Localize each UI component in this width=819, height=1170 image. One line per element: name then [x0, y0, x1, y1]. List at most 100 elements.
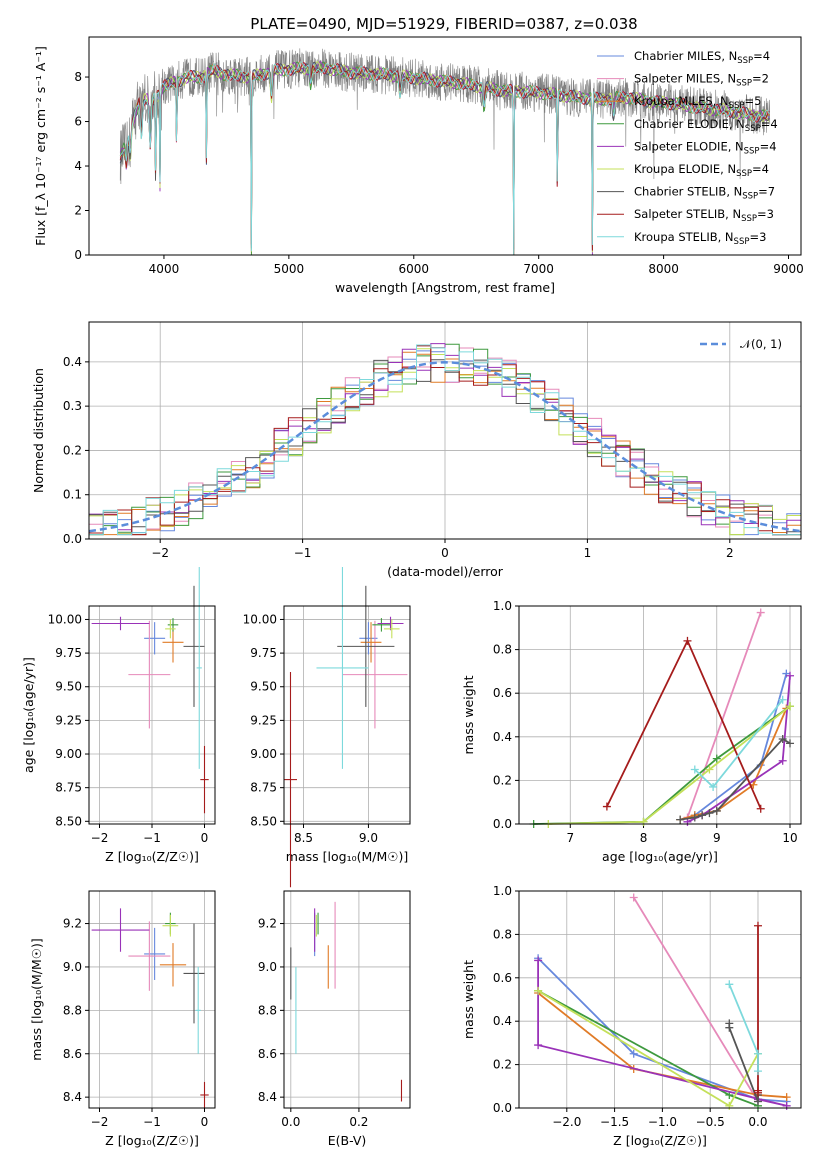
legend-label: Salpeter ELODIE, N: [634, 139, 744, 153]
model-spectrum-5: [119, 61, 770, 255]
legend-entry: Salpeter STELIB, NSSP=3: [634, 207, 774, 224]
legend-label: Kroupa STELIB, N: [634, 230, 734, 244]
y-tick-label: 1.0: [493, 884, 512, 898]
spectrum-title: PLATE=0490, MJD=51929, FIBERID=0387, z=0…: [250, 15, 637, 33]
weight-marker-5: [786, 702, 795, 711]
x-tick-label: −1: [143, 1115, 161, 1129]
legend-nssp: =4: [752, 162, 769, 176]
weight-line-5: [548, 705, 791, 825]
z-vs-age-panel: −2 −1 0 8.50 8.75 9.00 9.25 9.50 9.75 10.00 Z [log…: [21, 566, 216, 864]
z-vs-mass-panel: −2 −1 0 8.4 8.6 8.8 9.0 9.2 Z [log₁₀(Z/Z☉)] mass …: [29, 890, 216, 1148]
x-tick-label: 9000: [773, 262, 804, 276]
x-tick-label: 6000: [398, 262, 429, 276]
legend-label: Kroupa ELODIE, N: [634, 162, 736, 176]
y-tick-label: 0.4: [493, 1014, 512, 1028]
x-axis-label: mass [log₁₀(M/M☉)]: [286, 849, 408, 864]
legend-nssp: =5: [744, 94, 761, 108]
legend-nssp: =2: [752, 72, 769, 86]
y-tick-label: 0.2: [493, 1058, 512, 1072]
plot-frame: [88, 36, 802, 256]
weight-marker-7: [683, 636, 692, 645]
weight-marker-4: [778, 756, 787, 765]
legend-subscript: SSP: [745, 124, 761, 134]
x-tick-label: 8: [640, 831, 648, 845]
legend-entry: Chabrier ELODIE, NSSP=4: [634, 117, 778, 134]
observed-spectrum: [119, 48, 771, 189]
legend-label: Kroupa MILES, N: [634, 94, 729, 108]
legend-entry: Kroupa MILES, NSSP=5: [634, 94, 761, 111]
weight-marker-8: [690, 765, 699, 774]
x-tick-label: −1: [294, 546, 312, 560]
y-tick-label: 8.50: [55, 814, 82, 828]
x-axis-label: (data-model)/error: [387, 564, 504, 579]
legend-nssp: =3: [749, 230, 766, 244]
y-tick-label: 9.0: [63, 960, 82, 974]
weight-marker-4: [534, 956, 543, 965]
legend-label: Chabrier STELIB, N: [634, 185, 742, 199]
mass-weight-vs-z-panel: −2.0 −1.5 −1.0 −0.5 0.0 0.0 0.2 0.4 0.6 0.8 1.0 Z […: [461, 884, 802, 1148]
weight-marker-6: [705, 809, 714, 818]
y-axis-label: age [log₁₀(age/yr)]: [21, 657, 36, 773]
y-tick-label: 8.8: [258, 1003, 277, 1017]
legend-entry: 𝒩(0, 1): [740, 337, 782, 351]
y-tick-label: 0.1: [63, 488, 82, 502]
x-axis-label: E(B-V): [328, 1133, 367, 1148]
weight-marker-4: [786, 671, 795, 680]
plot-frame: [88, 605, 216, 825]
legend-entry: Salpeter ELODIE, NSSP=4: [634, 139, 777, 156]
weight-marker-8: [753, 1049, 762, 1058]
x-tick-label: 8000: [648, 262, 679, 276]
y-tick-label: 4: [74, 159, 82, 173]
x-tick-label: −2: [91, 1115, 109, 1129]
x-tick-label: −1.0: [648, 1115, 677, 1129]
x-tick-label: −2.0: [552, 1115, 581, 1129]
legend-subscript: SSP: [736, 79, 752, 89]
model-spectrum-6: [119, 61, 770, 251]
y-axis-label: Flux [f_λ 10⁻¹⁷ erg cm⁻² s⁻¹ A⁻¹]: [33, 46, 48, 246]
weight-marker-5: [705, 765, 714, 774]
y-tick-label: 0.2: [63, 443, 82, 457]
spectrum-panel: 4000 5000 6000 7000 8000 9000 0 2 4 6 8 wavelength …: [33, 36, 804, 295]
weight-marker-6: [712, 806, 721, 815]
weight-marker-6: [778, 734, 787, 743]
plot-frame: [283, 890, 411, 1109]
model-spectrum-7: [119, 62, 770, 255]
weight-marker-5: [725, 1101, 734, 1110]
y-tick-label: 8.8: [63, 1003, 82, 1017]
mass-weight-vs-age-panel: 7 8 9 10 0.0 0.2 0.4 0.6 0.8 1.0 age [log₁₀(age/yr…: [461, 599, 802, 864]
weight-marker-6: [725, 1023, 734, 1032]
x-axis-label: wavelength [Angstrom, rest frame]: [335, 280, 555, 295]
x-axis-label: Z [log₁₀(Z/Z☉)]: [105, 849, 199, 864]
y-tick-label: 8: [74, 70, 82, 84]
x-tick-label: −2: [151, 546, 169, 560]
weight-marker-4: [782, 1101, 791, 1110]
x-axis-label: age [log₁₀(age/yr)]: [602, 849, 718, 864]
legend-subscript: SSP: [744, 146, 760, 156]
y-axis-label: mass weight: [461, 960, 476, 1039]
x-tick-label: 0: [441, 546, 449, 560]
weight-line-8: [728, 983, 759, 1072]
normal-curve: [88, 361, 802, 533]
weight-marker-6: [676, 815, 685, 824]
legend-entry: Chabrier STELIB, NSSP=7: [634, 185, 775, 202]
mass-vs-age-panel: 8.5 9.0 8.50 8.75 9.00 9.25 9.50 9.75 10.00 mass …: [243, 566, 411, 888]
y-axis-label: Normed distribution: [31, 368, 46, 493]
weight-line-1: [632, 897, 759, 1102]
model-spectrum-8: [119, 61, 770, 255]
x-tick-label: 1: [584, 546, 592, 560]
weight-marker-7: [602, 802, 611, 811]
legend-nssp: =3: [757, 207, 774, 221]
legend-subscript: SSP: [736, 169, 752, 179]
y-tick-label: 0.0: [63, 532, 82, 546]
x-tick-label: −2: [91, 831, 109, 845]
weight-line-2: [537, 992, 787, 1099]
x-tick-label: 0: [201, 831, 209, 845]
ebv-vs-mass-panel: 0.0 0.2 8.4 8.6 8.8 9.0 9.2 E(B-V): [258, 890, 411, 1148]
legend-subscript: SSP: [729, 101, 745, 111]
x-tick-label: 0.0: [281, 1115, 300, 1129]
y-tick-label: 8.6: [258, 1047, 277, 1061]
plot-frame: [518, 890, 802, 1109]
y-tick-label: 0.2: [493, 773, 512, 787]
weight-marker-7: [753, 1088, 762, 1097]
legend-label: Salpeter MILES, N: [634, 72, 736, 86]
